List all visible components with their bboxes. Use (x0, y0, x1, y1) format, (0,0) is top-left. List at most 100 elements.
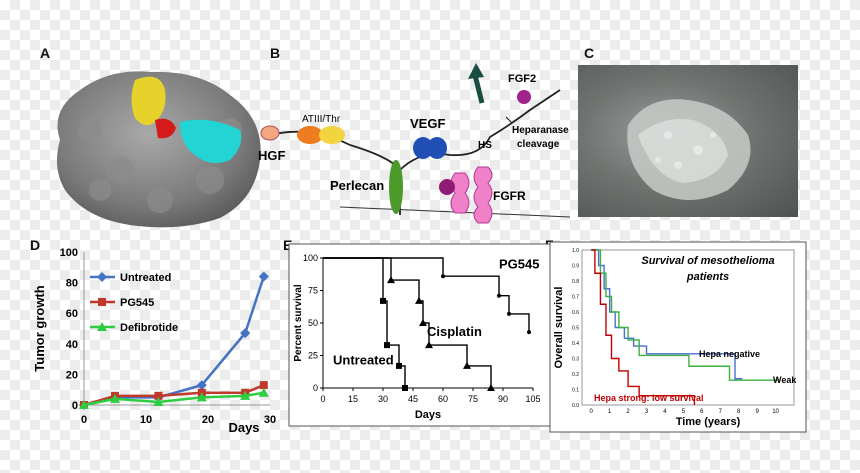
d-legend-label: Untreated (120, 272, 171, 284)
d-x-tick: 10 (140, 414, 152, 426)
vegf-left (413, 137, 433, 159)
panel-label-c: C (584, 45, 595, 61)
f-x-tick: 6 (700, 409, 704, 415)
f-y-tick: 0.2 (572, 372, 579, 378)
e-x-tick: 0 (320, 394, 325, 404)
e-marker (380, 297, 386, 304)
e-marker (487, 384, 495, 391)
e-x-tick: 75 (468, 394, 478, 404)
d-legend-label: Defibrotide (120, 322, 178, 334)
f-y-tick: 0.3 (572, 357, 579, 363)
f-series-2 (591, 249, 696, 405)
label-vegf: VEGF (410, 116, 445, 131)
e-label-untreated: Untreated (333, 353, 394, 368)
f-x-tick: 7 (719, 409, 723, 415)
e-marker (402, 385, 408, 391)
chart-f-overall-survival: 0.0 0.1 0.2 0.3 0.4 0.5 0.6 0.7 0.8 0.9 1.0 0 1 2 3 4 5 6… (549, 241, 807, 433)
d-point (153, 396, 164, 406)
d-series-untreated (83, 276, 265, 407)
e-marker (463, 361, 471, 369)
f-x-tick: 2 (626, 409, 630, 415)
fgf2-free (517, 90, 531, 104)
f-x-tick: 0 (590, 409, 594, 415)
label-hs: HS (478, 140, 492, 151)
f-x-tick: 9 (755, 409, 759, 415)
f-y-tick: 0.1 (572, 388, 579, 394)
e-frame (288, 243, 552, 427)
d-point (258, 271, 269, 282)
f-y-tick: 0.6 (572, 310, 579, 316)
e-marker (425, 341, 433, 349)
d-point (240, 390, 251, 400)
e-marker (441, 274, 445, 279)
d-y-tick: 20 (66, 369, 78, 381)
f-frame (549, 241, 807, 433)
f-y-tick: 0.5 (572, 326, 579, 332)
label-cleavage: cleavage (517, 139, 560, 150)
f-x-tick: 3 (645, 409, 649, 415)
label-fgfr: FGFR (493, 189, 526, 203)
d-point (110, 393, 120, 403)
d-y-tick: 60 (66, 308, 78, 320)
f-x-label: Time (years) (676, 416, 741, 428)
label-hgf: HGF (258, 148, 286, 163)
e-y-tick: 25 (308, 351, 318, 361)
f-x-tick: 1 (608, 409, 612, 415)
f-y-tick: 0.8 (572, 279, 579, 285)
d-point (196, 392, 207, 402)
e-x-tick: 15 (348, 394, 358, 404)
d-legend-marker (98, 298, 106, 306)
e-x-tick: 105 (525, 394, 540, 404)
sem-cell-image (578, 65, 798, 217)
e-y-label: Percent survival (293, 284, 304, 361)
f-y-tick: 0.9 (572, 264, 579, 270)
d-legend-label: PG545 (120, 297, 154, 309)
f-x-tick: 5 (682, 409, 686, 415)
f-label-hepa-negative: Hepa negative (699, 349, 760, 359)
d-y-tick: 100 (60, 247, 78, 259)
e-marker (387, 276, 395, 284)
e-x-label: Days (415, 409, 441, 421)
d-y-tick: 0 (72, 400, 78, 412)
release-arrow (472, 74, 485, 104)
fgfr-receptor (450, 166, 493, 224)
f-y-label: Overall survival (553, 287, 565, 369)
d-y-label: Tumor growth (32, 285, 47, 371)
e-marker (507, 311, 511, 316)
d-legend-marker (97, 272, 107, 282)
e-x-tick: 90 (498, 394, 508, 404)
d-y-tick: 40 (66, 339, 78, 351)
e-y-tick: 0 (313, 383, 318, 393)
label-heparanase: Heparanase (512, 125, 569, 136)
e-x-tick: 30 (378, 394, 388, 404)
e-marker (384, 342, 390, 349)
panel-label-b: B (270, 45, 281, 61)
d-point (240, 328, 251, 339)
d-point (154, 391, 163, 400)
label-atiii: ATIII/Thr (302, 114, 341, 125)
e-marker (415, 296, 423, 304)
d-series-defibrotide (83, 391, 265, 407)
f-series-1 (591, 249, 780, 381)
d-x-tick: 20 (202, 414, 214, 426)
atiii-shape (297, 126, 323, 144)
chart-e-percent-survival: 0 25 50 75 100 0 15 30 45 60 75 90 105 Days Percent su… (288, 243, 552, 427)
d-y-tick: 80 (66, 278, 78, 290)
d-x-tick: 30 (264, 414, 276, 426)
panel-label-d: D (30, 237, 41, 253)
e-label-pg545: PG545 (499, 256, 539, 271)
e-y-tick: 50 (308, 318, 318, 328)
d-point (259, 381, 268, 390)
e-label-cisplatin: Cisplatin (427, 324, 482, 339)
d-legend-marker (97, 322, 107, 331)
f-y-tick: 0.0 (572, 403, 579, 409)
fgf-bound (439, 179, 455, 195)
chart-d-tumor-growth: 0 20 40 60 80 100 0 10 20 30 Days Tumor growth Untre… (32, 247, 276, 435)
label-fgf2: FGF2 (508, 73, 536, 85)
e-x-tick: 45 (408, 394, 418, 404)
e-y-tick: 75 (308, 286, 318, 296)
vegf-right (427, 137, 447, 159)
e-marker (419, 319, 427, 326)
f-label-hepa-strong: Hepa strong: low survival (594, 393, 704, 403)
protein-structure-image (56, 71, 261, 228)
